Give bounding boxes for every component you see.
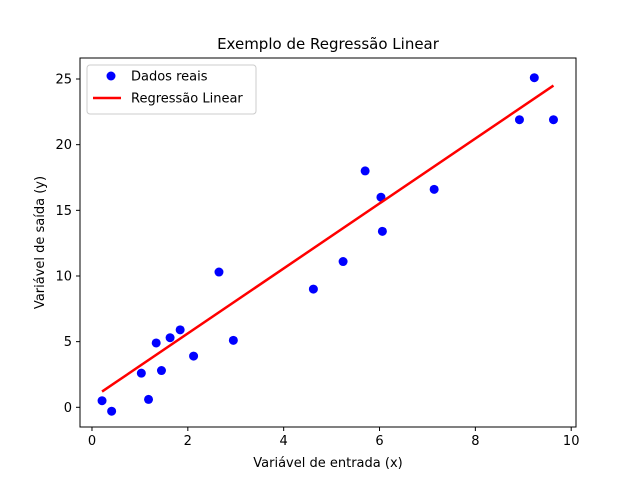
- data-point-20: [548, 115, 558, 125]
- x-tick-label: 6: [375, 434, 383, 449]
- data-point-19: [529, 73, 539, 83]
- data-point-4: [144, 394, 154, 404]
- data-point-12: [308, 284, 318, 294]
- data-point-9: [189, 351, 199, 361]
- y-tick-label: 0: [64, 401, 72, 416]
- x-tick-label: 2: [184, 434, 192, 449]
- data-point-6: [156, 366, 166, 376]
- y-tick-label: 5: [64, 335, 72, 350]
- legend-box: [86, 64, 257, 115]
- x-tick-label: 10: [563, 434, 580, 449]
- data-point-1: [97, 396, 107, 406]
- data-point-11: [228, 335, 238, 345]
- data-point-15: [376, 192, 386, 202]
- legend-entry-regressao-linear: Regressão Linear: [131, 92, 243, 107]
- x-tick-label: 4: [280, 434, 288, 449]
- data-point-8: [175, 325, 185, 335]
- axis-ticks: 0 2 4 6 8 10 0 5 10 15 20 25: [55, 73, 579, 449]
- plot-area: [97, 73, 558, 416]
- plot-frame: [79, 57, 577, 428]
- regression-line: [101, 84, 555, 393]
- data-point-17: [429, 184, 439, 194]
- data-point-13: [338, 257, 348, 267]
- y-axis-label: Variável de saída (y): [33, 176, 48, 309]
- data-point-7: [165, 333, 175, 343]
- x-axis-label: Variável de entrada (x): [253, 456, 402, 471]
- x-tick-label: 0: [88, 434, 96, 449]
- y-tick-label: 15: [55, 204, 72, 219]
- chart-title: Exemplo de Regressão Linear: [217, 35, 440, 53]
- y-tick-label: 10: [55, 269, 72, 284]
- x-tick-label: 8: [471, 434, 479, 449]
- data-point-2: [107, 406, 117, 416]
- y-tick-label: 20: [55, 138, 72, 153]
- data-point-14: [360, 166, 370, 176]
- data-point-3: [136, 368, 146, 378]
- y-tick-label: 25: [55, 73, 72, 88]
- data-point-5: [151, 338, 161, 348]
- legend-scatter-marker: [106, 71, 116, 81]
- legend: Dados reais Regressão Linear: [86, 64, 257, 115]
- data-point-16: [377, 226, 387, 236]
- data-point-18: [514, 115, 524, 125]
- legend-entry-dados-reais: Dados reais: [131, 70, 208, 85]
- data-point-10: [214, 267, 224, 277]
